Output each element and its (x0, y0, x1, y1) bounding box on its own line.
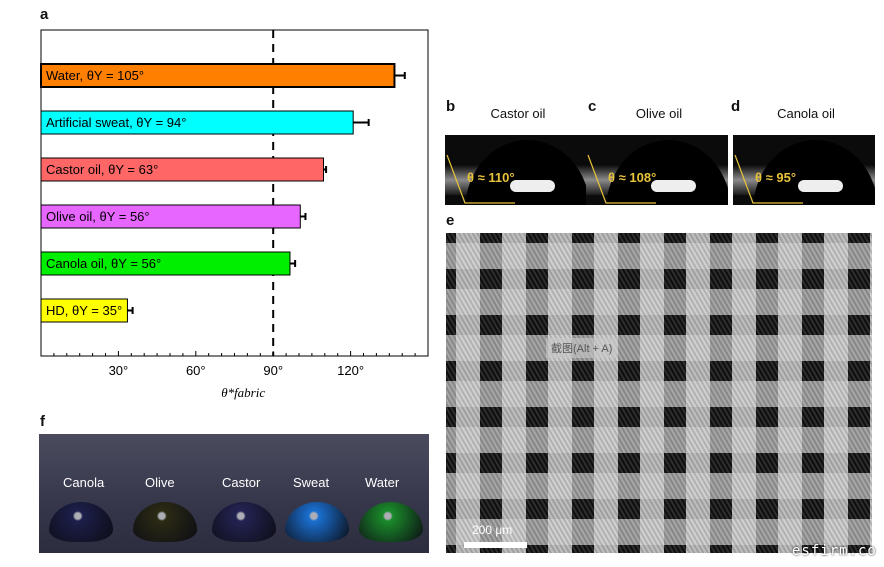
scale-bar-label: 200 μm (472, 523, 513, 537)
bar-chart: 30° 60° 90° 120° θ*fabric Water, θY = 105° Art… (40, 29, 429, 400)
x-tick-label: 90° (263, 363, 283, 378)
scale-bar (464, 542, 527, 548)
panel-label-c: c (588, 98, 597, 115)
droplet (212, 502, 276, 542)
bar-label: Canola oil, θY = 56° (46, 256, 161, 271)
bar-label: Water, θY = 105° (46, 68, 144, 83)
panel-label-a: a (40, 6, 49, 23)
x-axis-label: θ*fabric (221, 385, 265, 400)
bar-label: Castor oil, θY = 63° (46, 162, 158, 177)
watermark: esfirm.co (792, 543, 877, 559)
panel-label-d: d (731, 98, 741, 115)
droplet-label: Olive (145, 475, 175, 490)
droplet-label: Canola (63, 475, 105, 490)
bar-label: Artificial sweat, θY = 94° (46, 115, 186, 130)
contact-angle-title: Canola oil (777, 106, 835, 121)
droplet-photo: Canola Olive Castor Sweat Water (39, 434, 429, 553)
contact-angle-title: Castor oil (490, 106, 546, 121)
angle-lines (587, 154, 656, 204)
panel-label-e: e (446, 212, 455, 229)
sem-image: 截图(Alt + A) 200 μm (446, 233, 872, 553)
droplet (285, 502, 349, 542)
bar-label: Olive oil, θY = 56° (46, 209, 150, 224)
contact-angle-title: Olive oil (635, 106, 683, 121)
droplet (133, 502, 197, 542)
screenshot-tooltip: 截图(Alt + A) (546, 338, 618, 358)
panel-label-f: f (40, 413, 45, 430)
bar-label: HD, θY = 35° (46, 303, 122, 318)
x-tick-label: 30° (109, 363, 129, 378)
panel-label-b: b (446, 98, 456, 115)
contact-angle-value: θ ≈ 110° (467, 170, 515, 185)
droplet-label: Castor (222, 475, 261, 490)
x-tick-label: 120° (337, 363, 364, 378)
droplet (49, 502, 113, 542)
droplet-label: Water (365, 475, 400, 490)
x-tick-label: 60° (186, 363, 206, 378)
droplet-label: Sweat (293, 475, 330, 490)
angle-lines (734, 154, 803, 204)
contact-angle-image: θ ≈ 108° (586, 135, 728, 205)
angle-lines (446, 154, 515, 204)
contact-angle-image: θ ≈ 110° (445, 135, 587, 205)
drop-row: θ ≈ 110° Castor oil θ ≈ 108° Olive oil θ ≈ 9… (445, 106, 884, 205)
contact-angle-value: θ ≈ 108° (608, 170, 657, 185)
contact-angle-value: θ ≈ 95° (755, 170, 797, 185)
droplet (359, 502, 423, 542)
contact-angle-image: θ ≈ 95° (733, 135, 875, 205)
